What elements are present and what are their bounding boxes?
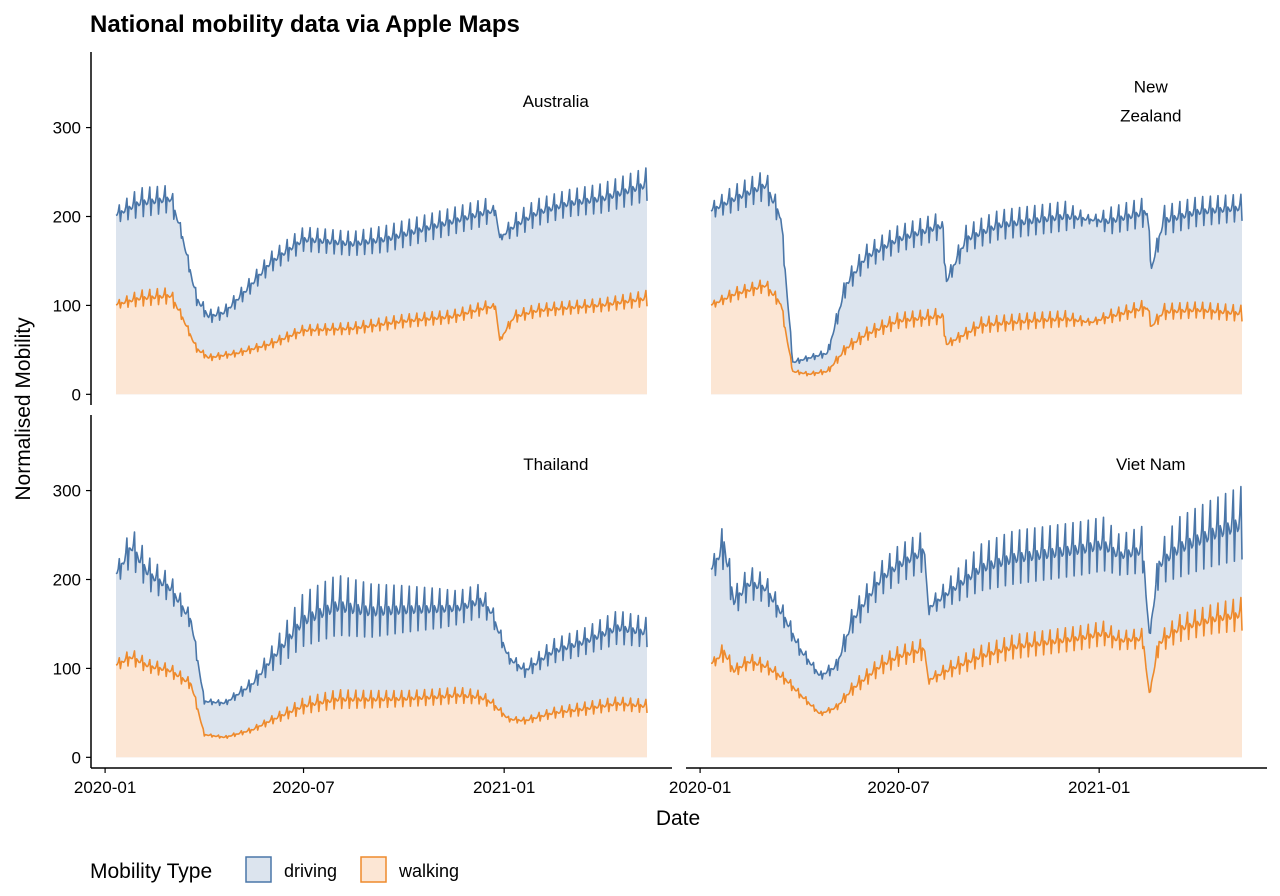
panel-label-line: Zealand <box>1120 107 1181 126</box>
legend-swatch-driving <box>245 856 272 883</box>
panel-label: Australia <box>523 92 590 111</box>
y-tick-label: 200 <box>53 207 81 226</box>
driving-area <box>116 532 647 758</box>
walking-line <box>115 650 648 739</box>
panel-thailand: Thailand <box>115 455 648 758</box>
driving-line <box>710 485 1243 680</box>
panel-viet-nam: Viet Nam <box>710 455 1243 758</box>
panel-label-line: Australia <box>523 92 590 111</box>
panel-label: New Zealand <box>1120 78 1181 126</box>
panel-label-line: Viet Nam <box>1116 455 1186 474</box>
panel-new-zealand: New Zealand <box>710 78 1243 395</box>
y-tick-label: 200 <box>53 570 81 589</box>
walking-line <box>115 287 648 362</box>
walking-line <box>710 596 1243 717</box>
driving-line <box>710 172 1243 364</box>
legend-title: Mobility Type <box>90 860 212 883</box>
legend-label-driving: driving <box>284 861 337 881</box>
x-tick-label: 2021-01 <box>1068 778 1130 797</box>
x-tick-label: 2021-01 <box>473 778 535 797</box>
legend-swatch-walking <box>360 856 387 883</box>
legend: Mobility Type driving walking <box>90 856 459 883</box>
x-axis-label: Date <box>656 807 700 830</box>
x-tick-label: 2020-01 <box>669 778 731 797</box>
walking-line <box>710 279 1243 377</box>
legend-label-walking: walking <box>398 861 459 881</box>
panel-label-line: New <box>1134 78 1169 97</box>
x-tick-label: 2020-01 <box>74 778 136 797</box>
chart-panels: Australia New Zealand Thailand Viet Nam <box>115 78 1243 758</box>
x-tick-label: 2020-07 <box>867 778 929 797</box>
panel-label-line: Thailand <box>523 455 588 474</box>
y-tick-label: 100 <box>53 659 81 678</box>
chart-axes: 0 100 200 300 0 100 200 300 2020-01 2020-07 2021-0… <box>53 52 1267 797</box>
walking-area <box>711 280 1242 395</box>
y-tick-label: 0 <box>72 748 81 767</box>
y-tick-label: 0 <box>72 385 81 404</box>
panel-label: Viet Nam <box>1116 455 1186 474</box>
y-tick-label: 300 <box>53 482 81 501</box>
walking-area <box>116 650 647 758</box>
x-tick-label: 2020-07 <box>272 778 334 797</box>
driving-line <box>115 167 648 324</box>
driving-line <box>115 531 648 707</box>
chart-title: National mobility data via Apple Maps <box>90 11 520 38</box>
panel-label: Thailand <box>523 455 588 474</box>
panel-australia: Australia <box>115 92 648 395</box>
walking-area <box>116 288 647 395</box>
y-tick-label: 100 <box>53 296 81 315</box>
y-axis-label: Normalised Mobility <box>12 317 35 501</box>
y-tick-label: 300 <box>53 119 81 138</box>
